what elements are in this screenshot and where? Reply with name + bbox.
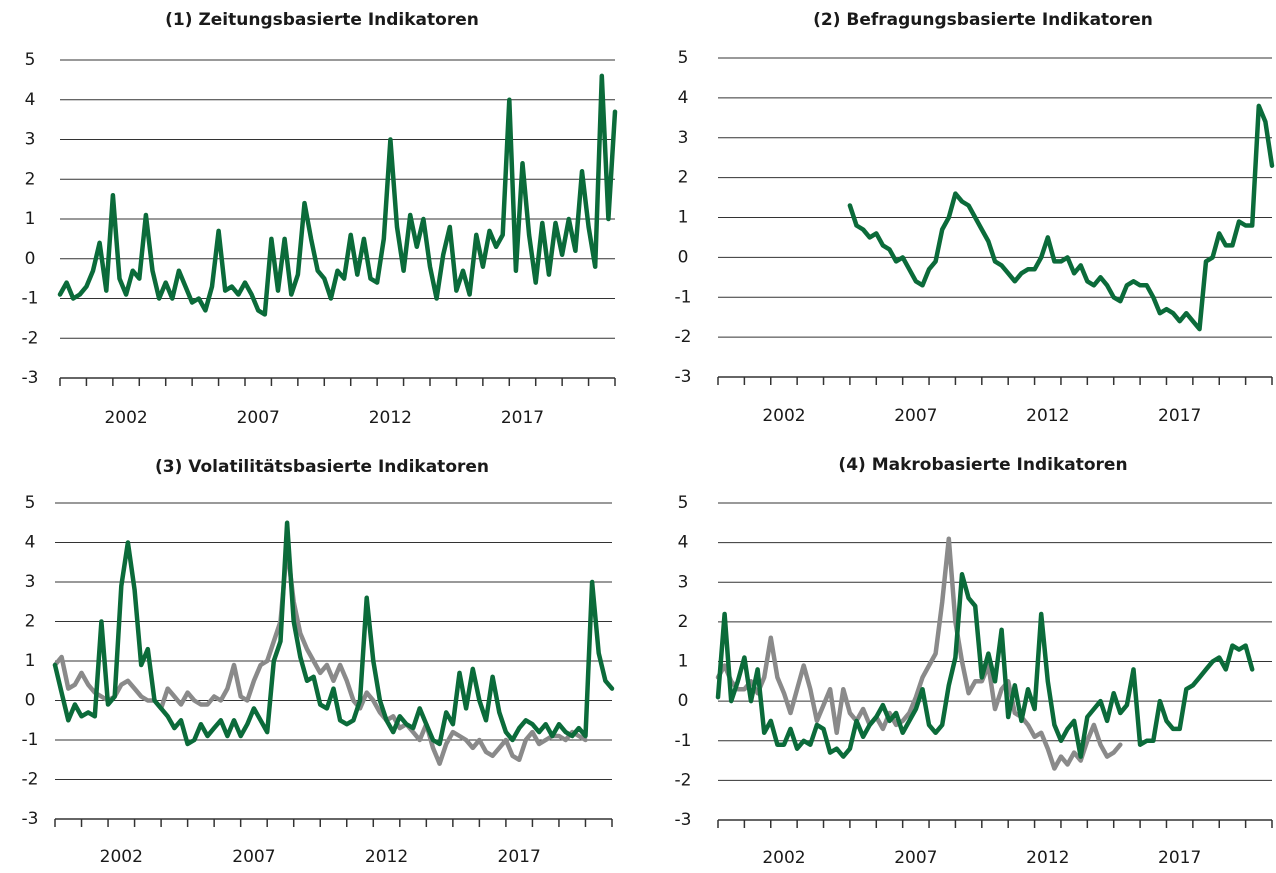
series-line bbox=[715, 572, 1255, 759]
y-tick-label: 3 bbox=[678, 128, 689, 148]
y-tick-label: 0 bbox=[678, 691, 689, 711]
x-tick-label: 2007 bbox=[894, 848, 937, 868]
y-tick-label: 1 bbox=[25, 651, 36, 671]
y-tick-label: 5 bbox=[678, 493, 689, 513]
y-tick-label: -1 bbox=[22, 730, 39, 750]
y-tick-label: 3 bbox=[25, 572, 36, 592]
x-tick-label: 2012 bbox=[365, 847, 408, 867]
y-tick-label: -3 bbox=[22, 809, 39, 829]
x-tick-label: 2012 bbox=[369, 408, 412, 428]
x-tick-label: 2002 bbox=[100, 847, 143, 867]
y-tick-label: -1 bbox=[675, 287, 692, 307]
panel-title: (2) Befragungsbasierte Indikatoren bbox=[813, 10, 1153, 30]
series-line bbox=[52, 544, 588, 766]
y-tick-label: 2 bbox=[678, 612, 689, 632]
y-tick-label: 2 bbox=[25, 169, 36, 189]
x-tick-label: 2017 bbox=[501, 408, 544, 428]
x-tick-label: 2002 bbox=[762, 406, 805, 426]
y-tick-label: -2 bbox=[22, 770, 39, 790]
panel-title: (1) Zeitungsbasierte Indikatoren bbox=[165, 10, 479, 30]
series-line bbox=[847, 103, 1275, 332]
x-tick-label: 2007 bbox=[232, 847, 275, 867]
y-tick-label: -2 bbox=[22, 328, 39, 348]
y-tick-label: 2 bbox=[25, 612, 36, 632]
y-tick-label: 1 bbox=[678, 208, 689, 228]
x-tick-label: 2012 bbox=[1026, 406, 1069, 426]
y-tick-label: 3 bbox=[25, 130, 36, 150]
y-tick-label: 4 bbox=[678, 533, 689, 553]
y-tick-label: 5 bbox=[25, 493, 36, 513]
x-tick-label: 2002 bbox=[762, 848, 805, 868]
y-tick-label: -3 bbox=[22, 368, 39, 388]
y-tick-label: 4 bbox=[678, 88, 689, 108]
x-tick-label: 2002 bbox=[104, 408, 147, 428]
x-tick-label: 2017 bbox=[498, 847, 541, 867]
y-tick-label: 0 bbox=[678, 247, 689, 267]
panel-title: (3) Volatilitätsbasierte Indikatoren bbox=[155, 457, 489, 477]
y-tick-label: 4 bbox=[25, 533, 36, 553]
panel-title: (4) Makrobasierte Indikatoren bbox=[838, 455, 1127, 475]
y-tick-label: 5 bbox=[678, 48, 689, 68]
series-line bbox=[52, 520, 615, 747]
y-tick-label: 1 bbox=[25, 209, 36, 229]
y-tick-label: 4 bbox=[25, 90, 36, 110]
y-tick-label: -1 bbox=[675, 731, 692, 751]
series-line bbox=[57, 73, 618, 317]
y-tick-label: -2 bbox=[675, 327, 692, 347]
x-tick-label: 2007 bbox=[237, 408, 280, 428]
y-tick-label: 0 bbox=[25, 249, 36, 269]
y-tick-label: 0 bbox=[25, 691, 36, 711]
y-tick-label: 5 bbox=[25, 50, 36, 70]
y-tick-label: 1 bbox=[678, 652, 689, 672]
x-tick-label: 2007 bbox=[894, 406, 937, 426]
y-tick-label: 2 bbox=[678, 168, 689, 188]
series-line bbox=[715, 536, 1123, 771]
x-tick-label: 2012 bbox=[1026, 848, 1069, 868]
y-tick-label: 3 bbox=[678, 572, 689, 592]
y-tick-label: -2 bbox=[675, 770, 692, 790]
x-tick-label: 2017 bbox=[1158, 848, 1201, 868]
x-tick-label: 2017 bbox=[1158, 406, 1201, 426]
y-tick-label: -1 bbox=[22, 289, 39, 309]
y-tick-label: -3 bbox=[675, 367, 692, 387]
y-tick-label: -3 bbox=[675, 810, 692, 830]
